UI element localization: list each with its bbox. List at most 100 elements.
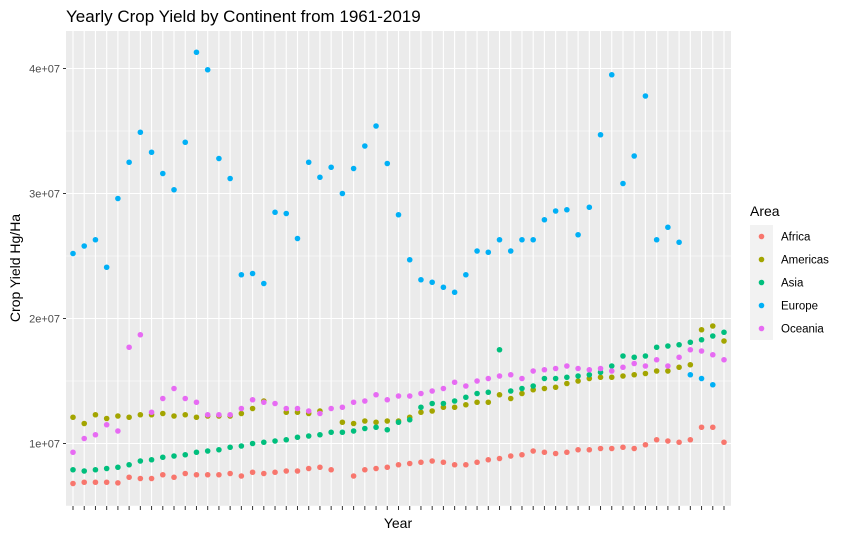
point-asia — [103, 465, 110, 472]
point-asia — [530, 383, 536, 389]
x-axis-ticks — [72, 506, 725, 510]
point-africa — [249, 469, 256, 476]
point-africa — [328, 466, 334, 473]
point-africa — [148, 475, 155, 482]
point-asia — [148, 456, 155, 463]
point-europe — [182, 139, 189, 146]
point-europe — [496, 236, 503, 243]
point-oceania — [721, 356, 727, 363]
point-oceania — [238, 405, 245, 412]
point-africa — [216, 471, 222, 478]
point-oceania — [350, 399, 357, 406]
point-americas — [496, 391, 503, 398]
point-africa — [608, 445, 615, 452]
legend-swatch-americas — [758, 256, 765, 263]
point-asia — [126, 461, 132, 468]
point-europe — [608, 71, 615, 78]
point-oceania — [653, 356, 660, 363]
point-oceania — [676, 354, 682, 361]
point-asia — [496, 346, 503, 353]
point-africa — [406, 460, 413, 467]
legend-swatch-europe — [758, 302, 765, 309]
point-africa — [395, 461, 402, 468]
point-oceania — [485, 375, 492, 382]
point-asia — [193, 449, 200, 456]
legend-title: Area — [750, 203, 780, 219]
point-americas — [676, 364, 682, 371]
point-africa — [103, 479, 110, 486]
point-americas — [665, 368, 671, 374]
point-europe — [362, 143, 368, 149]
point-europe — [429, 279, 435, 286]
point-asia — [328, 429, 334, 436]
point-africa — [182, 470, 189, 477]
point-asia — [653, 344, 660, 351]
point-africa — [507, 453, 514, 459]
point-africa — [586, 446, 593, 453]
legend-swatch-oceania — [758, 325, 765, 332]
point-oceania — [115, 428, 121, 434]
legend-label-asia: Asia — [781, 278, 804, 290]
point-africa — [620, 444, 626, 451]
point-africa — [418, 459, 424, 466]
point-europe — [272, 209, 278, 216]
point-asia — [608, 363, 615, 369]
point-europe — [541, 216, 548, 223]
point-asia — [70, 466, 76, 473]
point-americas — [429, 408, 435, 414]
point-africa — [709, 424, 716, 431]
point-europe — [451, 289, 458, 296]
point-oceania — [373, 391, 379, 398]
point-africa — [687, 436, 694, 443]
point-asia — [159, 454, 166, 461]
point-africa — [642, 441, 649, 448]
point-asia — [115, 464, 121, 471]
point-oceania — [406, 393, 413, 399]
point-asia — [552, 375, 559, 382]
point-oceania — [148, 409, 155, 416]
point-americas — [384, 418, 391, 424]
point-africa — [496, 455, 503, 462]
y-tick-label: 1e+07 — [29, 439, 60, 451]
point-americas — [103, 415, 110, 422]
point-oceania — [126, 344, 132, 351]
point-europe — [126, 159, 132, 166]
point-oceania — [552, 365, 559, 372]
point-asia — [564, 374, 570, 381]
point-europe — [283, 210, 290, 217]
point-europe — [137, 129, 144, 136]
point-americas — [698, 326, 705, 333]
point-americas — [339, 419, 346, 426]
point-americas — [92, 411, 99, 418]
point-oceania — [586, 366, 593, 373]
point-europe — [519, 236, 525, 243]
point-oceania — [463, 383, 469, 389]
point-africa — [159, 471, 166, 478]
point-oceania — [249, 396, 256, 403]
point-europe — [384, 160, 391, 167]
point-asia — [418, 404, 424, 411]
point-americas — [418, 409, 424, 416]
point-oceania — [261, 399, 267, 406]
point-oceania — [70, 449, 76, 456]
point-oceania — [339, 404, 346, 411]
point-africa — [597, 445, 604, 452]
point-asia — [373, 424, 379, 431]
point-europe — [373, 123, 379, 129]
point-africa — [126, 474, 132, 481]
point-europe — [171, 186, 177, 193]
point-oceania — [698, 348, 705, 354]
point-europe — [552, 208, 559, 214]
point-asia — [317, 431, 323, 438]
point-africa — [283, 468, 290, 474]
point-europe — [317, 174, 323, 181]
point-europe — [159, 170, 166, 177]
x-axis-label: Year — [384, 515, 413, 531]
point-europe — [328, 164, 334, 171]
legend: Area Africa Americas Asia Europe Oceania — [750, 203, 829, 340]
point-europe — [586, 204, 593, 211]
point-asia — [305, 433, 312, 439]
point-africa — [631, 445, 638, 452]
y-tick-label: 3e+07 — [29, 189, 60, 201]
point-africa — [384, 464, 391, 471]
